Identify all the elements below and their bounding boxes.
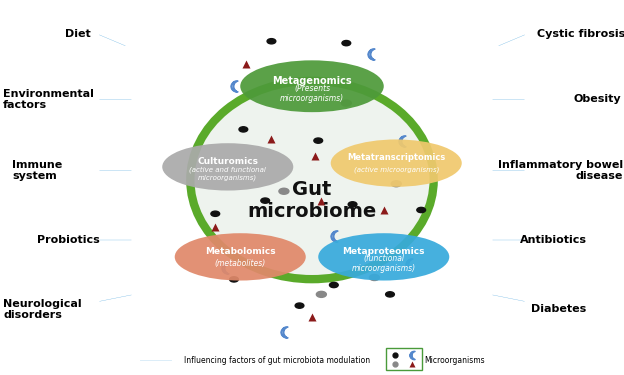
Ellipse shape: [162, 143, 293, 190]
Text: Environmental
factors: Environmental factors: [3, 88, 94, 110]
Text: (functional
microorganisms): (functional microorganisms): [352, 254, 416, 273]
Text: Culturomics: Culturomics: [197, 157, 258, 166]
Circle shape: [391, 181, 401, 187]
Text: Diabetes: Diabetes: [531, 304, 587, 314]
Text: Metagenomics: Metagenomics: [272, 75, 352, 86]
Circle shape: [329, 282, 338, 288]
Text: Gut
microbiome: Gut microbiome: [247, 180, 377, 221]
Text: Obesity: Obesity: [573, 94, 621, 104]
Text: Inflammatory bowel
disease: Inflammatory bowel disease: [497, 160, 623, 182]
Circle shape: [369, 274, 379, 280]
Text: Diet: Diet: [65, 29, 90, 39]
Circle shape: [239, 127, 248, 132]
Ellipse shape: [175, 233, 306, 280]
Text: Influencing factors of gut microbiota modulation: Influencing factors of gut microbiota mo…: [184, 356, 370, 365]
Circle shape: [348, 202, 357, 207]
Text: Probiotics: Probiotics: [37, 235, 100, 245]
Circle shape: [314, 138, 323, 143]
Circle shape: [211, 211, 220, 216]
Ellipse shape: [190, 81, 434, 279]
Text: Metaproteomics: Metaproteomics: [343, 247, 425, 256]
Text: (active microorganisms): (active microorganisms): [354, 166, 439, 173]
Circle shape: [295, 303, 304, 308]
Circle shape: [342, 40, 351, 46]
Circle shape: [267, 39, 276, 44]
Circle shape: [417, 207, 426, 213]
Ellipse shape: [318, 233, 449, 280]
FancyBboxPatch shape: [386, 348, 422, 370]
Text: Metabolomics: Metabolomics: [205, 247, 276, 256]
Text: Cystic fibrosis: Cystic fibrosis: [537, 29, 624, 39]
Circle shape: [386, 292, 394, 297]
Circle shape: [230, 277, 238, 282]
Circle shape: [341, 100, 351, 106]
Ellipse shape: [331, 140, 462, 187]
Text: Metatranscriptomics: Metatranscriptomics: [347, 153, 446, 162]
Circle shape: [316, 291, 326, 297]
Text: (active and functional
microorganisms): (active and functional microorganisms): [189, 166, 266, 180]
Text: (metabolites): (metabolites): [215, 259, 266, 268]
Circle shape: [279, 188, 289, 194]
Text: Immune
system: Immune system: [12, 160, 63, 182]
Text: Microorganisms: Microorganisms: [424, 356, 485, 365]
Ellipse shape: [240, 60, 384, 112]
Circle shape: [261, 198, 270, 203]
Text: (Presents
microorganisms): (Presents microorganisms): [280, 84, 344, 103]
Text: Antibiotics: Antibiotics: [520, 235, 587, 245]
Text: Neurological
disorders: Neurological disorders: [3, 298, 82, 320]
